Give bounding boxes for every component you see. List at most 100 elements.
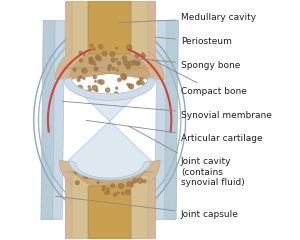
Circle shape (75, 181, 79, 185)
Circle shape (84, 174, 88, 179)
Text: Articular cartilage: Articular cartilage (86, 120, 262, 144)
Polygon shape (41, 20, 55, 220)
Polygon shape (69, 160, 151, 180)
Circle shape (111, 184, 115, 187)
Circle shape (125, 190, 130, 195)
Circle shape (82, 68, 87, 73)
Circle shape (109, 162, 113, 167)
Circle shape (85, 92, 89, 96)
Circle shape (93, 48, 95, 50)
Circle shape (117, 160, 119, 162)
Polygon shape (164, 20, 178, 220)
Circle shape (121, 171, 126, 176)
Circle shape (114, 193, 117, 196)
Polygon shape (88, 1, 131, 54)
Circle shape (141, 82, 144, 85)
Circle shape (118, 183, 124, 188)
Text: Synovial membrane: Synovial membrane (63, 101, 272, 120)
Circle shape (90, 174, 94, 178)
Polygon shape (59, 160, 160, 198)
Polygon shape (72, 174, 148, 239)
Text: Medullary cavity: Medullary cavity (120, 13, 256, 23)
Polygon shape (72, 160, 148, 189)
Circle shape (102, 189, 104, 191)
Circle shape (93, 76, 97, 79)
Circle shape (135, 54, 139, 58)
Circle shape (133, 179, 137, 183)
Circle shape (102, 51, 107, 56)
Circle shape (131, 185, 133, 187)
Circle shape (141, 164, 145, 168)
Circle shape (90, 60, 95, 64)
Circle shape (108, 67, 111, 71)
Circle shape (118, 78, 121, 82)
Circle shape (116, 87, 118, 89)
Circle shape (109, 165, 111, 168)
Circle shape (85, 167, 89, 171)
Text: Joint cavity
(contains
synovial fluid): Joint cavity (contains synovial fluid) (129, 126, 244, 187)
Circle shape (78, 85, 82, 90)
Circle shape (100, 172, 104, 176)
Circle shape (116, 47, 118, 49)
Circle shape (95, 55, 99, 59)
Circle shape (143, 55, 146, 57)
Polygon shape (64, 172, 155, 239)
Circle shape (83, 54, 85, 55)
Circle shape (117, 61, 121, 65)
Circle shape (122, 56, 127, 60)
Polygon shape (72, 1, 148, 66)
Circle shape (79, 51, 82, 54)
Circle shape (138, 178, 143, 183)
Circle shape (73, 68, 76, 71)
Circle shape (96, 166, 98, 169)
Circle shape (137, 81, 141, 85)
Circle shape (134, 62, 137, 65)
Circle shape (124, 61, 128, 65)
Polygon shape (64, 77, 155, 100)
Circle shape (89, 62, 91, 64)
Circle shape (133, 60, 136, 64)
Text: Compact bone: Compact bone (152, 60, 247, 96)
Circle shape (110, 175, 114, 179)
Circle shape (121, 94, 124, 97)
Circle shape (127, 84, 129, 85)
Circle shape (111, 58, 115, 62)
Circle shape (94, 67, 98, 71)
Circle shape (100, 80, 104, 84)
Circle shape (99, 45, 103, 49)
Circle shape (142, 53, 144, 55)
Circle shape (132, 182, 134, 184)
Polygon shape (64, 77, 155, 180)
Circle shape (125, 174, 128, 178)
Circle shape (141, 164, 144, 167)
Circle shape (114, 92, 118, 96)
Circle shape (124, 160, 127, 163)
Circle shape (75, 163, 79, 168)
Circle shape (110, 52, 115, 57)
Circle shape (140, 78, 143, 81)
Circle shape (122, 169, 125, 172)
Circle shape (88, 89, 91, 91)
Circle shape (87, 169, 89, 171)
Circle shape (122, 75, 127, 80)
Circle shape (117, 69, 118, 71)
Circle shape (106, 88, 110, 92)
Polygon shape (64, 1, 155, 68)
Circle shape (139, 160, 143, 164)
Circle shape (126, 65, 130, 69)
Circle shape (97, 182, 99, 183)
Circle shape (105, 192, 106, 194)
Circle shape (94, 67, 97, 70)
Circle shape (97, 56, 101, 61)
Circle shape (95, 81, 96, 82)
Polygon shape (53, 20, 64, 220)
Circle shape (92, 85, 97, 90)
Circle shape (84, 90, 89, 95)
Polygon shape (88, 186, 131, 239)
Circle shape (106, 191, 109, 194)
Circle shape (141, 163, 144, 165)
Circle shape (127, 45, 132, 50)
Circle shape (96, 89, 98, 92)
Circle shape (112, 161, 114, 164)
Circle shape (88, 86, 90, 88)
